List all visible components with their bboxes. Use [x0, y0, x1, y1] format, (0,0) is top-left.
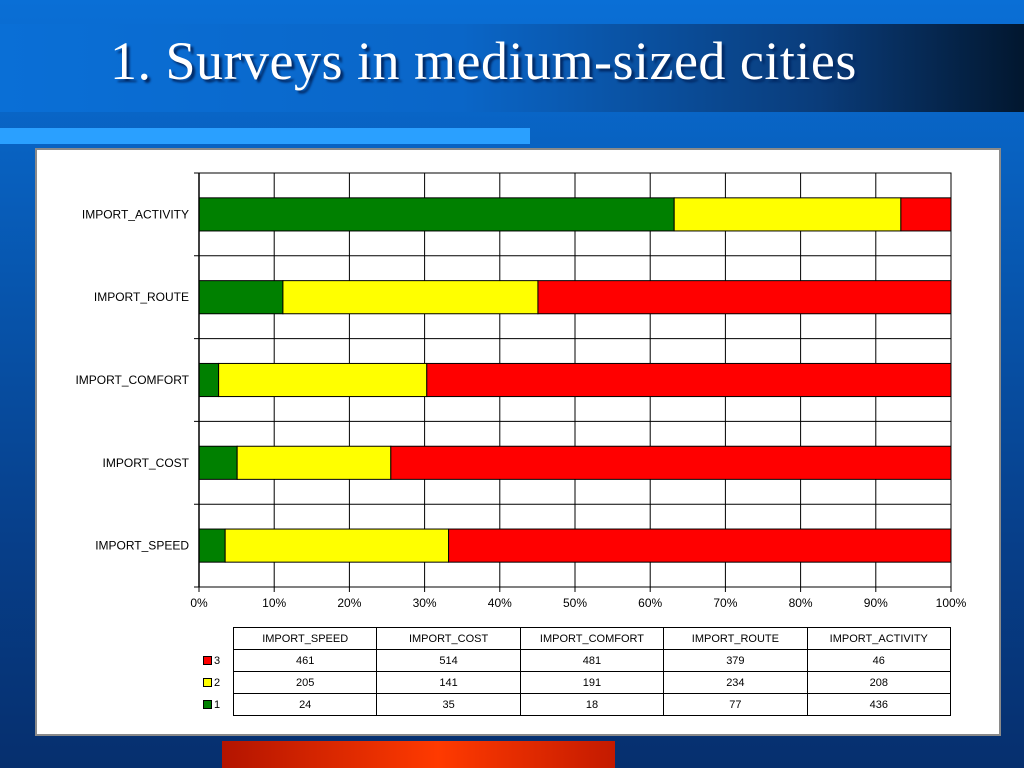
- stacked-bar-chart: 0% 10% 20% 30% 40% 50% 60% 70% 80% 90% 100% IMPORT_…: [75, 172, 967, 610]
- bar-segment: [236, 445, 392, 480]
- table-column-header: IMPORT_COMFORT: [519, 627, 665, 650]
- table-row: 2 205 141 191 234 208: [199, 671, 952, 694]
- table-column-header: IMPORT_ACTIVITY: [806, 627, 952, 650]
- bar-segment: [198, 362, 220, 398]
- table-row-header: 1: [199, 694, 234, 716]
- table-cell: 436: [806, 693, 952, 716]
- bar-segment: [198, 280, 284, 315]
- x-tick-label: 100%: [936, 596, 967, 610]
- bar-segment: [198, 528, 226, 563]
- y-category-label: IMPORT_ACTIVITY: [82, 207, 189, 221]
- table-cell: 24: [232, 693, 378, 716]
- x-tick-label: 10%: [262, 596, 286, 610]
- table-cell: 191: [519, 671, 665, 694]
- table-row-header: 2: [199, 672, 234, 694]
- bar-segment: [673, 197, 902, 232]
- table-cell: 77: [663, 693, 808, 716]
- bar-segment: [198, 445, 238, 480]
- table-row-label: 3: [214, 654, 221, 667]
- bar-segment: [218, 362, 428, 398]
- data-table: IMPORT_SPEED IMPORT_COST IMPORT_COMFORT …: [199, 627, 952, 716]
- table-cell: 35: [376, 693, 521, 716]
- slide-title: 1. Surveys in medium-sized cities: [110, 31, 857, 91]
- table-cell: 18: [519, 693, 665, 716]
- table-cell: 514: [376, 649, 521, 672]
- table-cell: 234: [663, 671, 808, 694]
- title-band: [0, 24, 1024, 112]
- table-cell: 379: [663, 649, 808, 672]
- legend-swatch-3: [203, 656, 212, 666]
- table-column-header: IMPORT_ROUTE: [663, 627, 808, 650]
- x-tick-label: 60%: [638, 596, 662, 610]
- y-category-label: IMPORT_COST: [103, 456, 190, 470]
- x-tick-label: 50%: [563, 596, 587, 610]
- table-row: 1 24 35 18 77 436: [199, 693, 952, 716]
- table-column-header: IMPORT_SPEED: [232, 627, 378, 650]
- table-cell: 141: [376, 671, 521, 694]
- table-row-header: 3: [199, 650, 234, 672]
- bar-segment: [198, 197, 675, 232]
- x-tick-label: 0%: [190, 596, 208, 610]
- chart-frame: 0% 10% 20% 30% 40% 50% 60% 70% 80% 90% 100% IMPORT_…: [35, 148, 1001, 736]
- table-cell: 461: [232, 649, 378, 672]
- table-row-label: 1: [214, 698, 221, 711]
- bar-segment: [448, 528, 952, 563]
- table-row-label: 2: [214, 676, 221, 689]
- bar-segment: [426, 362, 952, 398]
- y-category-label: IMPORT_ROUTE: [94, 290, 189, 304]
- bar-segment: [224, 528, 450, 563]
- table-cell: 205: [232, 671, 378, 694]
- bar-segment: [537, 280, 952, 315]
- x-tick-label: 30%: [413, 596, 437, 610]
- y-category-label: IMPORT_COMFORT: [75, 373, 189, 387]
- bar-segment: [900, 197, 952, 232]
- x-tick-label: 90%: [864, 596, 888, 610]
- table-corner: [199, 628, 234, 650]
- accent-bar: [0, 128, 530, 144]
- bar-segment: [390, 445, 952, 480]
- x-tick-label: 20%: [337, 596, 361, 610]
- x-tick-label: 80%: [789, 596, 813, 610]
- table-cell: 481: [519, 649, 665, 672]
- table-row: 3 461 514 481 379 46: [199, 649, 952, 672]
- table-header-row: IMPORT_SPEED IMPORT_COST IMPORT_COMFORT …: [199, 627, 952, 650]
- bottom-accent-bar: [222, 741, 615, 768]
- bar-segment: [282, 280, 539, 315]
- legend-swatch-1: [203, 700, 212, 710]
- y-category-label: IMPORT_SPEED: [95, 539, 189, 553]
- x-tick-label: 70%: [713, 596, 737, 610]
- table-cell: 208: [806, 671, 952, 694]
- table-cell: 46: [806, 649, 952, 672]
- x-tick-label: 40%: [488, 596, 512, 610]
- table-column-header: IMPORT_COST: [376, 627, 521, 650]
- legend-swatch-2: [203, 678, 212, 688]
